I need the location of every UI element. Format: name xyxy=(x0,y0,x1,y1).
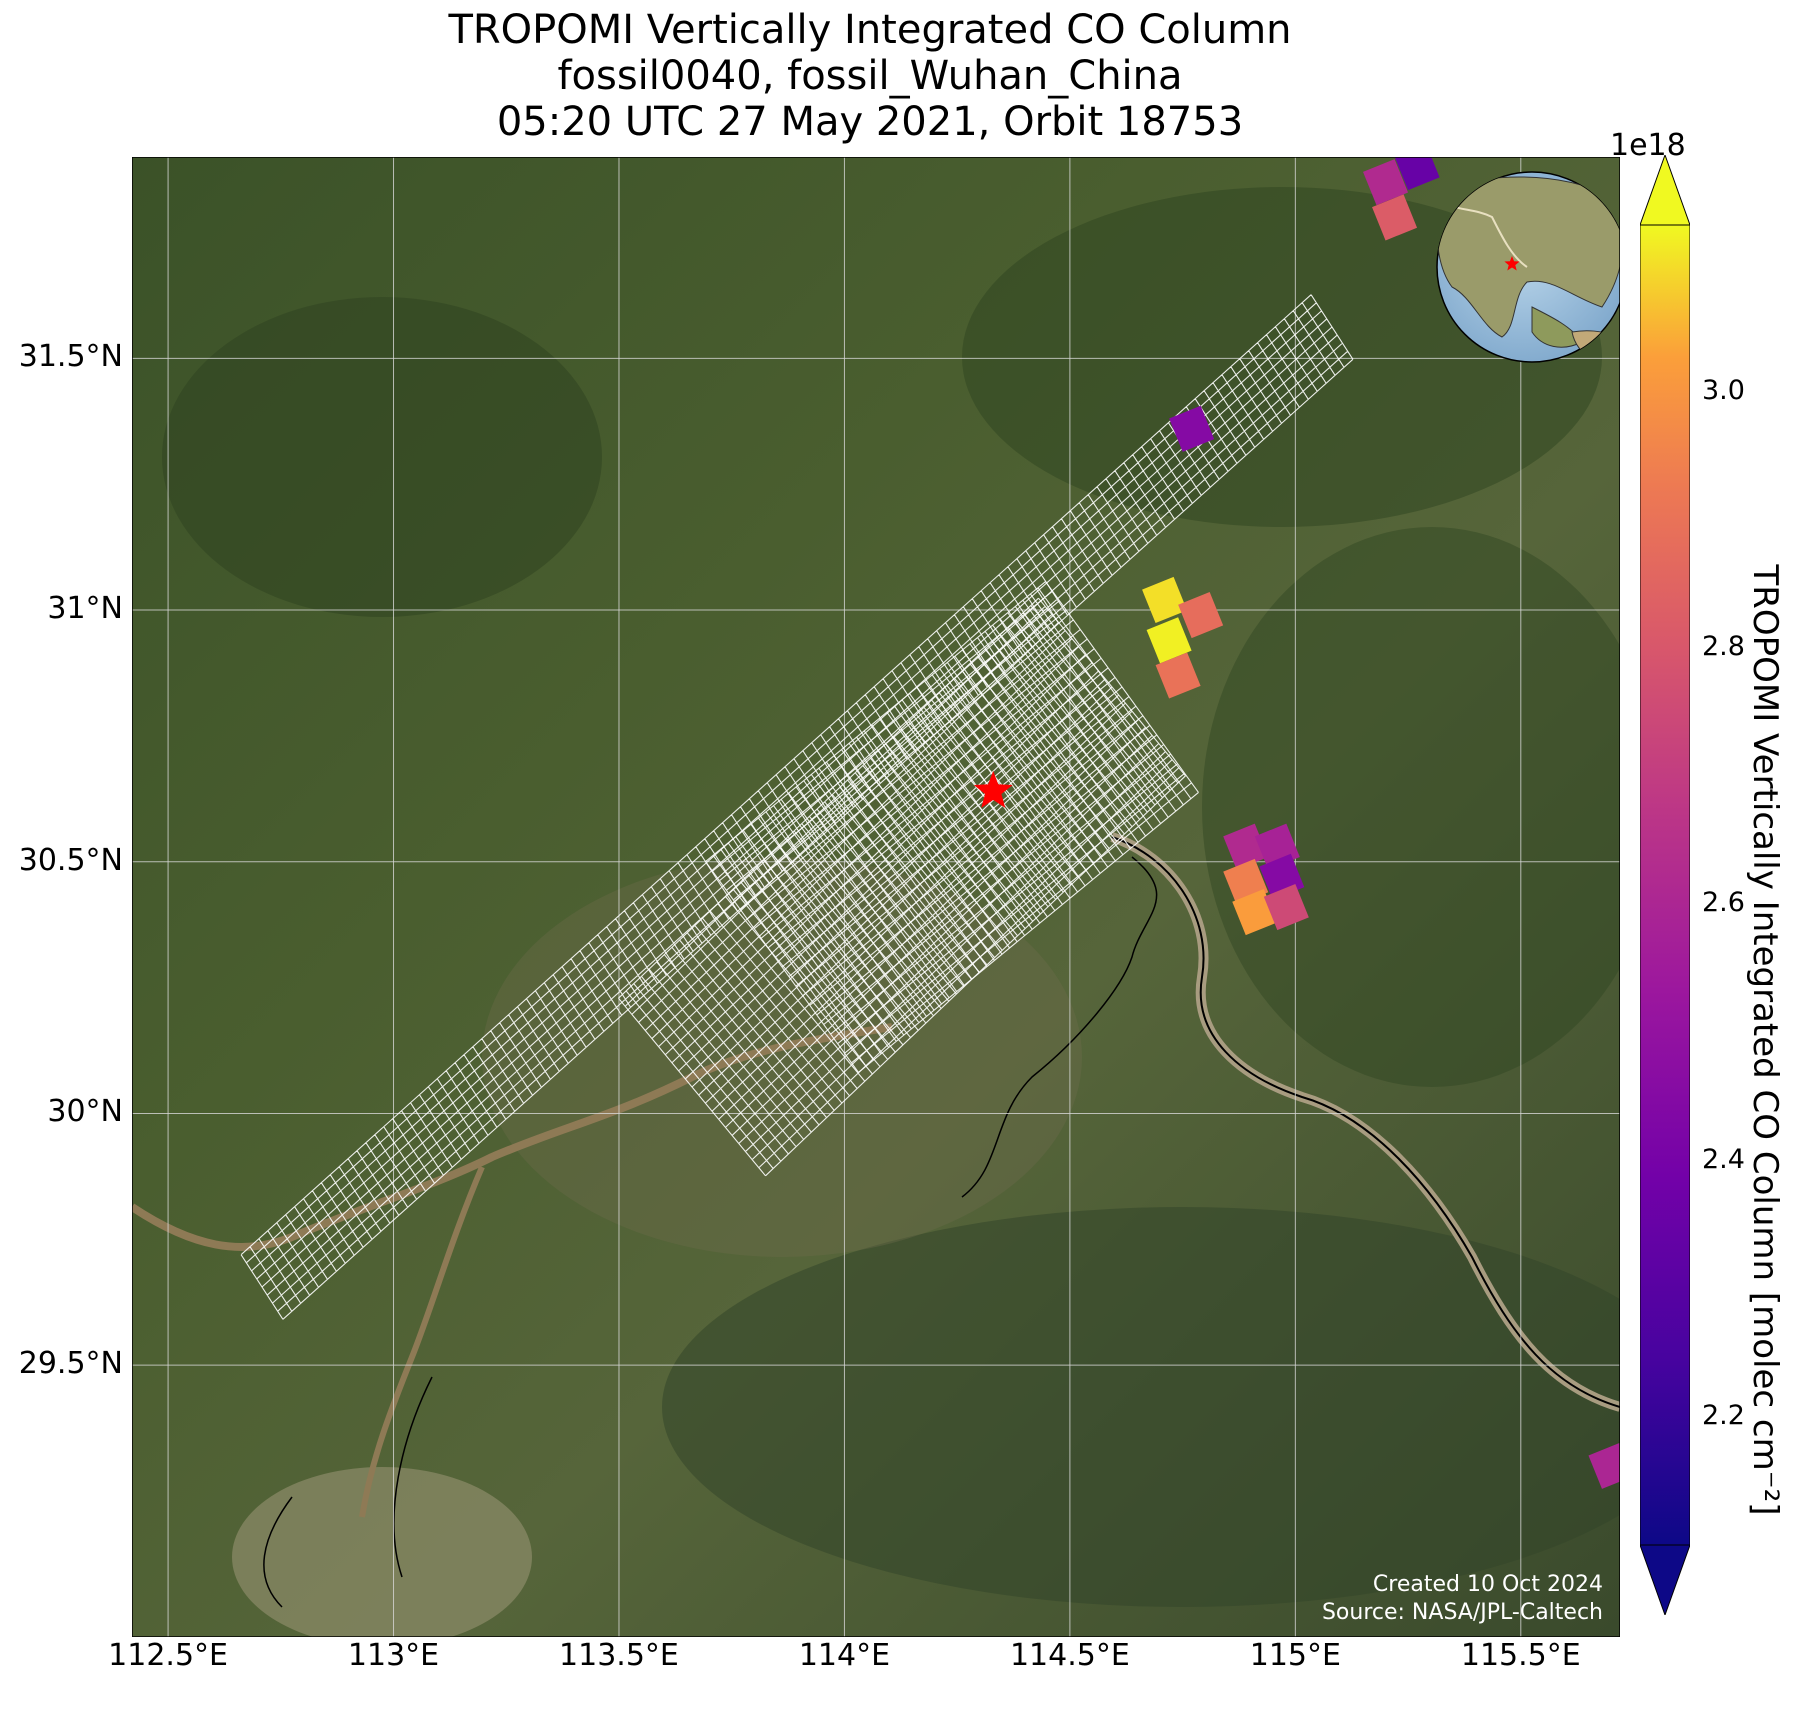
river-branch xyxy=(359,1165,485,1518)
coastline-lake xyxy=(263,1376,433,1608)
terrain-dark-region xyxy=(662,1207,1620,1607)
lake-dongting xyxy=(232,1467,532,1637)
colorbar-tick-label: 2.2 xyxy=(1702,1399,1745,1431)
co-pixel xyxy=(1394,157,1440,191)
lon-tick-label: 115.5°E xyxy=(1460,1638,1581,1673)
lon-tick-label: 113.5°E xyxy=(559,1638,679,1673)
lon-tick-label: 114.5°E xyxy=(1009,1638,1130,1673)
inset-globe xyxy=(1436,171,1620,363)
lat-tick-label: 30°N xyxy=(47,1094,123,1130)
map-title: TROPOMI Vertically Integrated CO Column xyxy=(448,7,1292,53)
lon-tick-label: 113°E xyxy=(347,1638,440,1673)
map-panel xyxy=(132,157,1620,1637)
swath-footprint-grid xyxy=(240,294,1354,1320)
river-outline xyxy=(1111,836,1620,1408)
co-pixel xyxy=(1142,576,1188,624)
colorbar-tick-label: 3.0 xyxy=(1702,374,1745,406)
co-pixel xyxy=(1588,1442,1620,1489)
co-pixel xyxy=(1178,592,1224,639)
terrain-dark-region xyxy=(1202,527,1620,1087)
co-pixel xyxy=(1223,823,1269,870)
lon-tick-label: 112.5°E xyxy=(108,1638,228,1673)
colorbar-extend-max xyxy=(1640,155,1690,226)
co-pixel xyxy=(1169,405,1215,452)
colorbar-gradient xyxy=(1640,224,1690,1546)
colorbar-extend-min xyxy=(1640,1544,1690,1615)
graticule xyxy=(132,157,1620,1637)
lon-tick-label: 115°E xyxy=(1249,1638,1341,1673)
colorbar-multiplier: 1e18 xyxy=(1610,128,1686,163)
credit-source: Source: NASA/JPL-Caltech xyxy=(1321,1600,1603,1625)
map-subtitle-site: fossil0040, fossil_Wuhan_China xyxy=(557,53,1183,99)
colorbar-label: TROPOMI Vertically Integrated CO Column … xyxy=(1745,564,1785,1516)
globe-site-star xyxy=(1504,256,1520,271)
colorbar-tick-label: 2.6 xyxy=(1702,887,1745,919)
lat-tick-label: 31.5°N xyxy=(18,339,123,375)
colorbar-tick-label: 2.4 xyxy=(1702,1143,1745,1175)
co-pixel xyxy=(1263,884,1309,931)
lat-tick-label: 29.5°N xyxy=(18,1346,123,1382)
credit-created: Created 10 Oct 2024 xyxy=(1372,1572,1603,1597)
map-subtitle-time: 05:20 UTC 27 May 2021, Orbit 18753 xyxy=(496,99,1244,145)
colorbar-tick-label: 2.8 xyxy=(1702,630,1745,662)
co-pixel xyxy=(1146,617,1192,664)
site-star-marker xyxy=(973,770,1013,808)
co-pixel xyxy=(1155,652,1201,699)
co-column-pixels xyxy=(1142,157,1620,1489)
tropomi-swath-footprints xyxy=(240,294,1354,1320)
co-pixel xyxy=(1363,159,1409,206)
lon-tick-label: 114°E xyxy=(798,1638,891,1673)
lat-tick-label: 30.5°N xyxy=(18,842,123,878)
terrain-dark-region xyxy=(162,297,602,617)
co-pixel xyxy=(1372,194,1418,241)
colorbar xyxy=(1640,155,1690,1615)
coastline-lake xyxy=(961,856,1158,1198)
swath-footprint-grid xyxy=(705,581,1199,1073)
lat-tick-label: 31°N xyxy=(47,591,123,627)
